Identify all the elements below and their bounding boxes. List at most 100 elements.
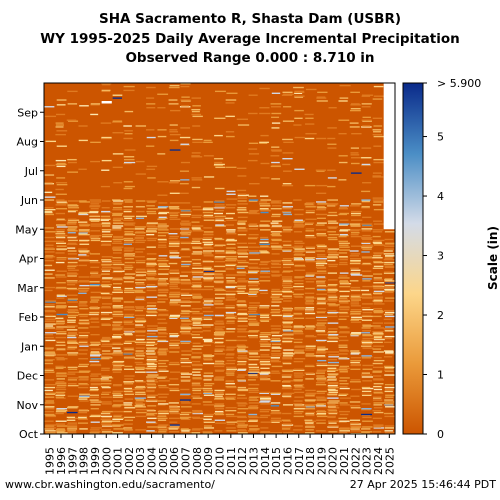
heatmap-cell: [146, 289, 157, 292]
heatmap-cell: [135, 297, 146, 299]
heatmap-cell: [215, 329, 224, 331]
heatmap-cell: [203, 418, 212, 420]
heatmap-cell: [372, 296, 384, 298]
heatmap-cell: [123, 277, 135, 279]
heatmap-cell: [123, 316, 135, 319]
heatmap-cell: [361, 289, 370, 292]
x-tick-label: 2015: [270, 447, 283, 475]
heatmap-cell: [338, 277, 350, 279]
heatmap-cell: [157, 351, 167, 353]
heatmap-cell: [124, 398, 134, 400]
heatmap-cell: [328, 254, 339, 256]
heatmap-cell: [157, 417, 168, 420]
heatmap-cell: [305, 123, 315, 125]
heatmap-cell: [383, 250, 393, 252]
heatmap-cell: [351, 219, 363, 221]
heatmap-cell: [270, 380, 281, 382]
heatmap-cell: [135, 352, 147, 354]
heatmap-cell: [44, 227, 55, 229]
heatmap-cell: [101, 207, 110, 209]
heatmap-cell: [192, 141, 203, 144]
heatmap-cell: [237, 374, 249, 376]
heatmap-cell: [373, 242, 382, 244]
heatmap-cell: [214, 237, 223, 240]
heatmap-cell: [101, 369, 110, 371]
heatmap-cell: [315, 404, 324, 406]
heatmap-cell: [168, 296, 180, 298]
heatmap-cell: [135, 160, 145, 163]
heatmap-cell: [124, 323, 135, 325]
heatmap-cell: [90, 363, 101, 366]
heatmap-cell: [191, 97, 201, 99]
heatmap-cell: [68, 309, 79, 312]
heatmap-cell: [214, 303, 224, 305]
heatmap-cell: [203, 391, 213, 394]
heatmap-cell: [180, 325, 190, 327]
heatmap-cell: [135, 403, 145, 405]
x-tick-label: 2013: [247, 447, 260, 475]
heatmap-cell: [384, 284, 396, 287]
heatmap-cell: [146, 394, 158, 396]
heatmap-cell: [327, 370, 336, 372]
heatmap-cell: [327, 289, 339, 292]
heatmap-cell: [259, 340, 268, 343]
heatmap-cell: [350, 212, 361, 215]
heatmap-cell: [124, 201, 133, 203]
heatmap-cell: [237, 394, 246, 396]
heatmap-cell: [192, 374, 201, 376]
heatmap-cell: [237, 347, 246, 349]
heatmap-cell: [78, 213, 89, 216]
heatmap-cell: [44, 273, 53, 275]
heatmap-cell: [123, 427, 133, 429]
heatmap-cell: [157, 153, 166, 155]
heatmap-cell: [271, 233, 281, 235]
heatmap-cell: [55, 386, 66, 389]
heatmap-cell: [237, 249, 249, 251]
heatmap-cell: [56, 397, 66, 399]
heatmap-cell: [157, 227, 168, 229]
x-tick-label: 2011: [225, 447, 238, 475]
heatmap-cell: [328, 400, 340, 402]
heatmap-cell: [214, 348, 225, 350]
heatmap-cell: [338, 349, 348, 351]
heatmap-cell: [213, 398, 225, 400]
heatmap-cell: [372, 371, 382, 373]
heatmap-cell: [67, 314, 79, 317]
heatmap-cell: [123, 402, 133, 404]
heatmap-cell: [89, 415, 101, 418]
heatmap-cell: [214, 379, 224, 381]
heatmap-cell: [168, 242, 180, 244]
footer-url[interactable]: www.cbr.washington.edu/sacramento/: [5, 478, 215, 491]
heatmap-cell: [192, 229, 203, 231]
heatmap-cell: [328, 265, 338, 268]
heatmap-cell: [236, 118, 249, 120]
heatmap-cell: [259, 112, 271, 115]
heatmap-cell: [339, 295, 350, 297]
heatmap-cell: [134, 330, 146, 332]
heatmap-cell: [180, 361, 192, 364]
heatmap-cell: [293, 412, 303, 415]
heatmap-cell: [203, 233, 214, 236]
heatmap-cell: [283, 333, 295, 335]
heatmap-cell: [113, 235, 124, 238]
heatmap-cell: [384, 248, 394, 250]
heatmap-cell: [293, 410, 304, 413]
heatmap-cell: [305, 230, 315, 232]
heatmap-cell: [248, 324, 260, 326]
heatmap-cell: [55, 188, 64, 191]
heatmap-cell: [113, 404, 125, 406]
heatmap-cell: [361, 190, 371, 193]
heatmap-cell: [350, 260, 361, 263]
heatmap-cell: [260, 362, 271, 365]
heatmap-cell: [236, 301, 247, 303]
heatmap-cell: [315, 224, 325, 226]
heatmap-cell: [135, 429, 147, 431]
heatmap-cell: [339, 263, 348, 266]
heatmap-cell: [293, 384, 303, 387]
heatmap-cell: [124, 268, 133, 270]
heatmap-cell: [248, 266, 259, 269]
heatmap-cell: [271, 370, 280, 372]
heatmap-cell: [226, 415, 237, 418]
heatmap-cell: [180, 428, 189, 430]
heatmap-cell: [146, 263, 158, 266]
